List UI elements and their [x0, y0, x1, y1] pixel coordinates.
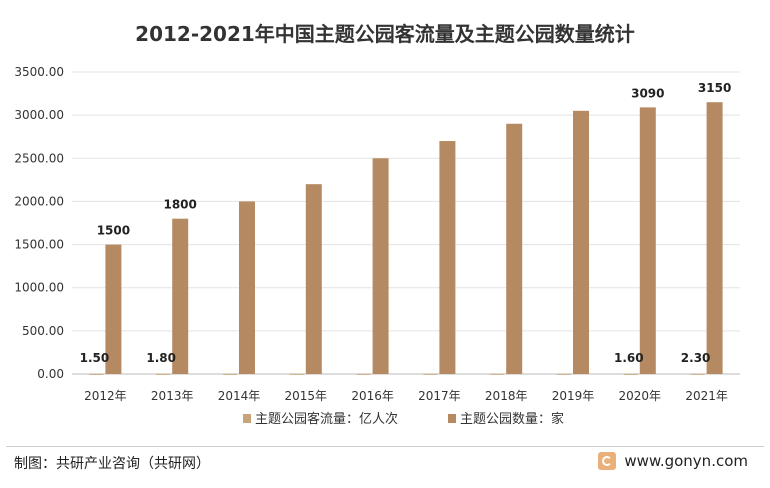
x-tick-label: 2014年 [218, 389, 261, 403]
x-tick-label: 2021年 [685, 389, 728, 403]
y-tick-label: 2500.00 [14, 151, 64, 165]
bar-park-count [706, 102, 723, 374]
bar-visitors [289, 373, 304, 375]
x-tick-label: 2018年 [485, 389, 528, 403]
y-tick-label: 3000.00 [14, 108, 64, 122]
data-label-visitors: 2.30 [681, 351, 711, 365]
bar-visitors [623, 373, 638, 375]
x-tick-label: 2015年 [285, 389, 328, 403]
source-note: 制图：共研产业咨询（共研网） [14, 456, 210, 472]
bar-park-count [639, 107, 656, 375]
bar-visitors [557, 373, 571, 375]
data-label-park-count: 3090 [631, 86, 664, 100]
x-tick-label: 2012年 [84, 389, 127, 403]
site-url: www.gonyn.com [624, 452, 748, 470]
legend-swatch [243, 414, 251, 423]
y-tick-label: 500.00 [22, 324, 64, 338]
axis-layer: 0.00 500.00 1000.00 1500.00 2000.00 2500.00 30… [14, 65, 727, 403]
data-label-park-count: 1800 [163, 198, 196, 212]
x-tick-label: 2019年 [552, 389, 595, 403]
bar-park-count [439, 141, 456, 374]
bar-visitors [423, 373, 438, 375]
legend-swatch [448, 414, 456, 423]
y-tick-label: 3500.00 [14, 65, 64, 79]
x-tick-label: 2016年 [351, 389, 394, 403]
bar-park-count [305, 184, 322, 374]
label-layer: 1.50 1500 1.80 1800 1.60 3090 2.30 3150 [80, 81, 732, 365]
x-tick-label: 2017年 [418, 389, 461, 403]
bar-park-count [372, 158, 389, 374]
data-label-visitors: 1.80 [146, 351, 176, 365]
bar-layer [89, 102, 723, 375]
y-tick-label: 1000.00 [14, 281, 64, 295]
legend: 主题公园客流量：亿人次 主题公园数量：家 [243, 411, 564, 427]
bar-park-count [105, 244, 122, 374]
bar-park-count [172, 218, 189, 374]
bar-visitors [156, 373, 171, 375]
y-tick-label: 0.00 [37, 367, 64, 381]
x-tick-label: 2013年 [151, 389, 194, 403]
bar-park-count [239, 201, 255, 374]
legend-label: 主题公园客流量：亿人次 [255, 411, 398, 427]
chart-title: 2012-2021年中国主题公园客流量及主题公园数量统计 [135, 22, 635, 46]
data-label-visitors: 1.60 [614, 351, 644, 365]
bar-visitors [490, 373, 505, 375]
bar-visitors [690, 373, 705, 375]
y-tick-label: 1500.00 [14, 238, 64, 252]
data-label-park-count: 1500 [97, 224, 130, 238]
gonyn-logo-icon [598, 452, 617, 470]
data-label-visitors: 1.50 [80, 351, 110, 365]
x-tick-label: 2020年 [619, 389, 662, 403]
bar-park-count [506, 123, 523, 375]
data-label-park-count: 3150 [698, 81, 731, 95]
legend-label: 主题公园数量：家 [460, 411, 564, 427]
footer-divider [6, 446, 764, 447]
bar-visitors [89, 373, 104, 375]
bar-visitors [223, 373, 237, 375]
bar-park-count [573, 110, 589, 374]
y-tick-label: 2000.00 [14, 194, 64, 208]
bar-visitors [356, 373, 371, 375]
site-link[interactable]: www.gonyn.com [598, 452, 748, 470]
